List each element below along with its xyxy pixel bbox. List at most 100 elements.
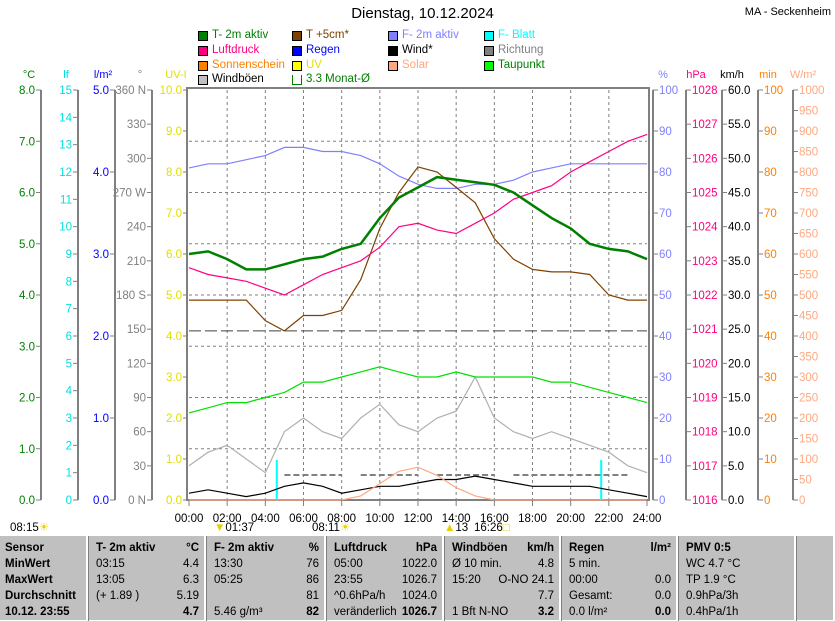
axis-tick-label: 180 S bbox=[116, 290, 146, 302]
axis-tick-label: 0.0 bbox=[728, 495, 744, 507]
cell-label: Regen bbox=[569, 542, 605, 554]
legend-swatch-icon bbox=[198, 60, 208, 71]
axis-tick-label: 80 bbox=[659, 167, 672, 179]
cell-label: ^0.6hPa/h bbox=[334, 590, 386, 602]
axis-unit-sun: min bbox=[759, 69, 777, 81]
axis-tick-label: 14 bbox=[59, 112, 72, 124]
table-column: T- 2m aktiv °C 03:15 4.4 13:05 6.3 (+ 1.89 ) 5.… bbox=[88, 536, 206, 621]
axis-tick-label: 8.0 bbox=[19, 85, 35, 97]
axis-tick-label: 5.0 bbox=[166, 290, 182, 302]
axis-tick-label: 8.0 bbox=[166, 167, 182, 179]
cell-label: 05:00 bbox=[334, 558, 363, 570]
legend-swatch-icon bbox=[292, 74, 302, 85]
axis-tick-label: 60 bbox=[764, 249, 777, 261]
cell-label: 03:15 bbox=[96, 558, 125, 570]
axis-tick-label: 10.0 bbox=[728, 427, 750, 439]
legend-swatch-icon bbox=[484, 30, 494, 41]
axis-tick-label: 1028 bbox=[692, 85, 718, 97]
sun-event: ▼01:37 bbox=[214, 522, 254, 535]
axis-tick-label: 60 bbox=[659, 249, 672, 261]
cell-value: 4.8 bbox=[538, 558, 554, 570]
axis-tick-label: 3.0 bbox=[166, 372, 182, 384]
axis-tick-label: 250 bbox=[799, 393, 818, 405]
series-line-taupunkt bbox=[188, 366, 648, 414]
axis-tick-label: 1017 bbox=[692, 461, 718, 473]
table-row: Ø 10 min. 4.8 bbox=[452, 556, 554, 572]
cell-value: 0.0 bbox=[655, 606, 671, 618]
cell-label: 00:00 bbox=[569, 574, 598, 586]
cell-label: Sensor bbox=[5, 542, 44, 554]
legend-swatch-icon bbox=[388, 45, 398, 56]
axis-tick-label: 1019 bbox=[692, 393, 718, 405]
cell-label: (+ 1.89 ) bbox=[96, 590, 140, 602]
table-row: 5 min. bbox=[569, 556, 671, 572]
cell-value: l/m² bbox=[650, 542, 671, 554]
axis-tick-label: 500 bbox=[799, 290, 818, 302]
axis-tick-label: 40.0 bbox=[728, 222, 750, 234]
legend-swatch-icon bbox=[388, 60, 398, 71]
cell-value: km/h bbox=[527, 542, 554, 554]
axis-unit-hum: % bbox=[658, 69, 668, 81]
legend-item: Sonnenschein bbox=[198, 59, 285, 72]
axis-tick-label: 360 N bbox=[115, 85, 146, 97]
moon-icon: □ bbox=[502, 522, 510, 534]
axis-tick-label: 210 bbox=[127, 256, 146, 268]
axis-tick-label: 1.0 bbox=[93, 413, 109, 425]
cell-value: 4.7 bbox=[183, 606, 199, 618]
sun-event-time: 01:37 bbox=[225, 522, 255, 534]
axis-tick-label: 750 bbox=[799, 188, 818, 200]
axis-tick-label: 3.0 bbox=[19, 341, 35, 353]
axis-tick-label: 90 bbox=[133, 393, 146, 405]
legend-item: F- 2m aktiv bbox=[388, 29, 459, 42]
axis-tick-label: 850 bbox=[799, 147, 818, 159]
axis-unit-lf: lf bbox=[63, 69, 69, 81]
cell-value: 82 bbox=[306, 606, 319, 618]
axis-tick-label: 100 bbox=[659, 85, 678, 97]
x-tick-label: 08:00 bbox=[327, 513, 356, 525]
table-row: veränderlich 1026.7 bbox=[334, 604, 437, 620]
cell-label: F- 2m aktiv bbox=[214, 542, 275, 554]
cell-value: 81 bbox=[306, 590, 319, 602]
legend-swatch-icon bbox=[292, 60, 302, 71]
axis-tick-label: 240 bbox=[127, 222, 146, 234]
axis-tick-label: 70 bbox=[764, 208, 777, 220]
axis-tick-label: 50 bbox=[764, 290, 777, 302]
legend-item: F- Blatt bbox=[484, 29, 535, 42]
axis-unit-uv: UV-I bbox=[165, 69, 186, 81]
axis-tick-label: 4 bbox=[66, 386, 73, 398]
cell-value: O-NO 24.1 bbox=[498, 574, 554, 586]
axis-tick-label: 0 N bbox=[128, 495, 146, 507]
x-tick-label: 00:00 bbox=[175, 513, 204, 525]
axis-tick-label: 150 bbox=[127, 324, 146, 336]
x-tick-label: 16:00 bbox=[480, 513, 509, 525]
cell-label: 0.0 l/m² bbox=[569, 606, 608, 618]
axis-tick-label: 6.0 bbox=[166, 249, 182, 261]
table-row: 0.0 l/m² 0.0 bbox=[569, 604, 671, 620]
x-tick-label: 04:00 bbox=[251, 513, 280, 525]
table-row: 15:20 O-NO 24.1 bbox=[452, 572, 554, 588]
axis-tick-label: 70 bbox=[659, 208, 672, 220]
table-row: 10.12. 23:55 bbox=[5, 604, 83, 620]
axis-tick-label: 10 bbox=[764, 454, 777, 466]
table-row: 0.9hPa/3h bbox=[686, 588, 789, 604]
cell-value: hPa bbox=[415, 542, 437, 554]
sun-event: 08:15☀ bbox=[10, 522, 49, 535]
cell-label: 1 Bft N-NO bbox=[452, 606, 509, 618]
axis-tick-label: 300 bbox=[127, 153, 146, 165]
axis-tick-label: 300 bbox=[799, 372, 818, 384]
cell-label: 0.4hPa/1h bbox=[686, 606, 739, 618]
x-tick-label: 22:00 bbox=[594, 513, 623, 525]
axis-tick-label: 50 bbox=[659, 290, 672, 302]
table-row: ^0.6hPa/h 1024.0 bbox=[334, 588, 437, 604]
table-row: 13:30 76 bbox=[214, 556, 319, 572]
cell-label: veränderlich bbox=[334, 606, 397, 618]
axis-tick-label: 4.0 bbox=[19, 290, 35, 302]
cell-value: 1022.0 bbox=[401, 558, 437, 570]
cell-label: Ø 10 min. bbox=[452, 558, 502, 570]
cell-label: 13:30 bbox=[214, 558, 243, 570]
legend-swatch-icon bbox=[198, 45, 208, 56]
axis-tick-label: 1026 bbox=[692, 153, 718, 165]
axis-tick-label: 1021 bbox=[692, 324, 718, 336]
legend-swatch-icon bbox=[484, 60, 494, 71]
table-column: Luftdruck hPa 05:00 1022.0 23:55 1026.7 ^0.6hP… bbox=[326, 536, 444, 621]
